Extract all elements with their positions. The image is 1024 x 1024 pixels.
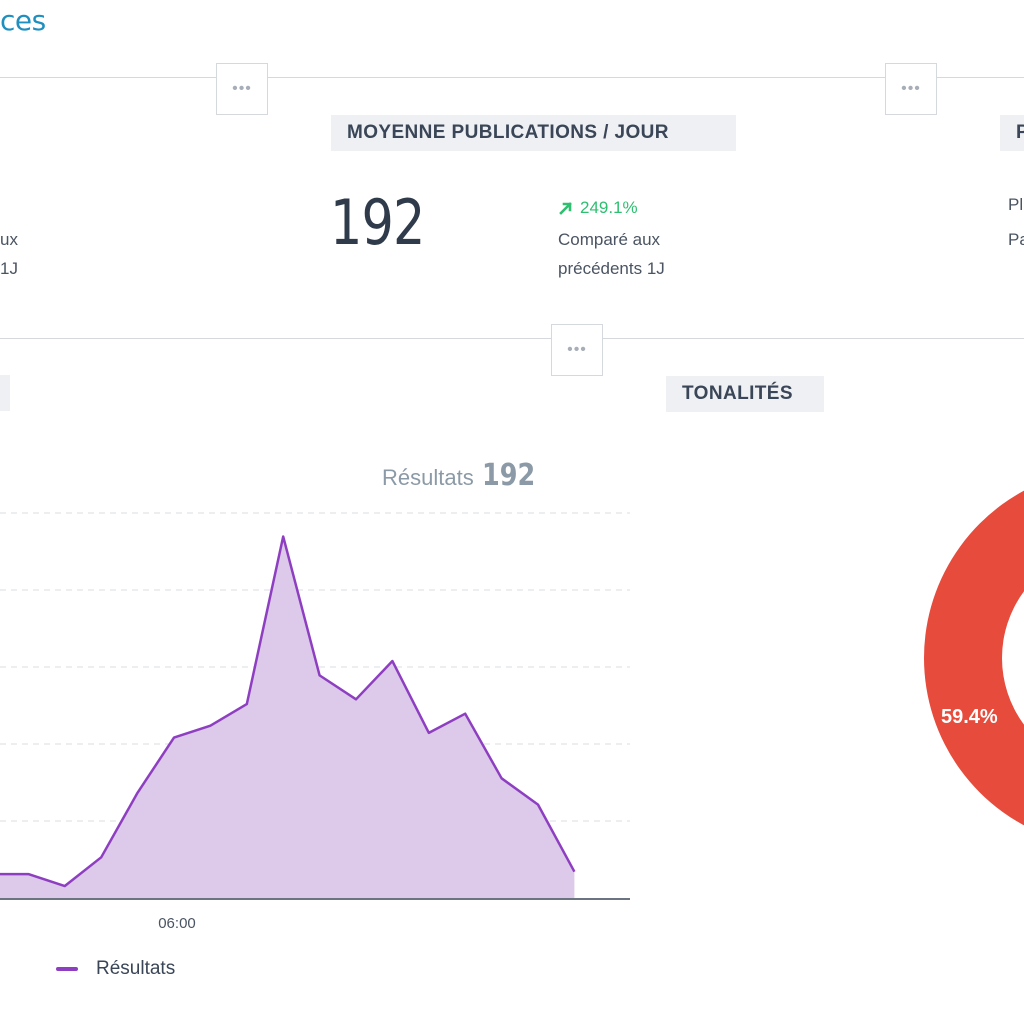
right-card-label: P <box>1000 115 1024 151</box>
more-dots-icon: ••• <box>901 80 921 97</box>
right-card-line1: Pl <box>1008 195 1024 214</box>
card-menu-button-right[interactable]: ••• <box>885 63 937 115</box>
donut-slice-negative[interactable] <box>923 477 1024 838</box>
chart-total-value: 192 <box>481 458 535 493</box>
more-dots-icon: ••• <box>232 80 252 97</box>
chart-legend-item[interactable]: Résultats <box>56 958 175 980</box>
card-menu-button-left[interactable]: ••• <box>216 63 268 115</box>
avg-posts-label: MOYENNE PUBLICATIONS / JOUR <box>331 115 736 151</box>
avg-posts-value: 192 <box>330 186 425 259</box>
chart-menu-button[interactable]: ••• <box>551 324 603 376</box>
chart-title-text: Résultats <box>382 465 474 490</box>
series-area-fill <box>0 536 575 898</box>
tonalites-donut-chart <box>923 477 1024 838</box>
x-tick-label: 06:00 <box>158 915 196 932</box>
results-area-chart: 06:00 <box>0 512 630 932</box>
avg-posts-compare-line2: précédents 1J <box>558 259 665 278</box>
tonalites-label: TONALITÉS <box>666 376 824 412</box>
left-card-compare-line2: 1J <box>0 259 18 278</box>
left-card-compare-line1: ux <box>0 230 18 249</box>
middle-divider <box>0 338 1024 339</box>
avg-posts-delta-value: 249.1% <box>580 198 638 217</box>
series-line-resultats[interactable] <box>0 535 576 888</box>
page-title: ces <box>0 4 46 37</box>
donut-slice-label: 59.4% <box>941 706 998 728</box>
trend-up-icon <box>559 202 572 215</box>
legend-label: Résultats <box>96 958 176 979</box>
right-card-line2: Pa <box>1008 230 1024 249</box>
chart-section-label <box>0 375 10 411</box>
legend-swatch <box>56 967 78 971</box>
more-dots-icon: ••• <box>567 341 587 358</box>
chart-title: Résultats 192 <box>382 458 544 493</box>
avg-posts-compare-line1: Comparé aux <box>558 230 661 249</box>
top-divider <box>0 77 1024 78</box>
avg-posts-delta: 249.1% <box>558 198 638 218</box>
